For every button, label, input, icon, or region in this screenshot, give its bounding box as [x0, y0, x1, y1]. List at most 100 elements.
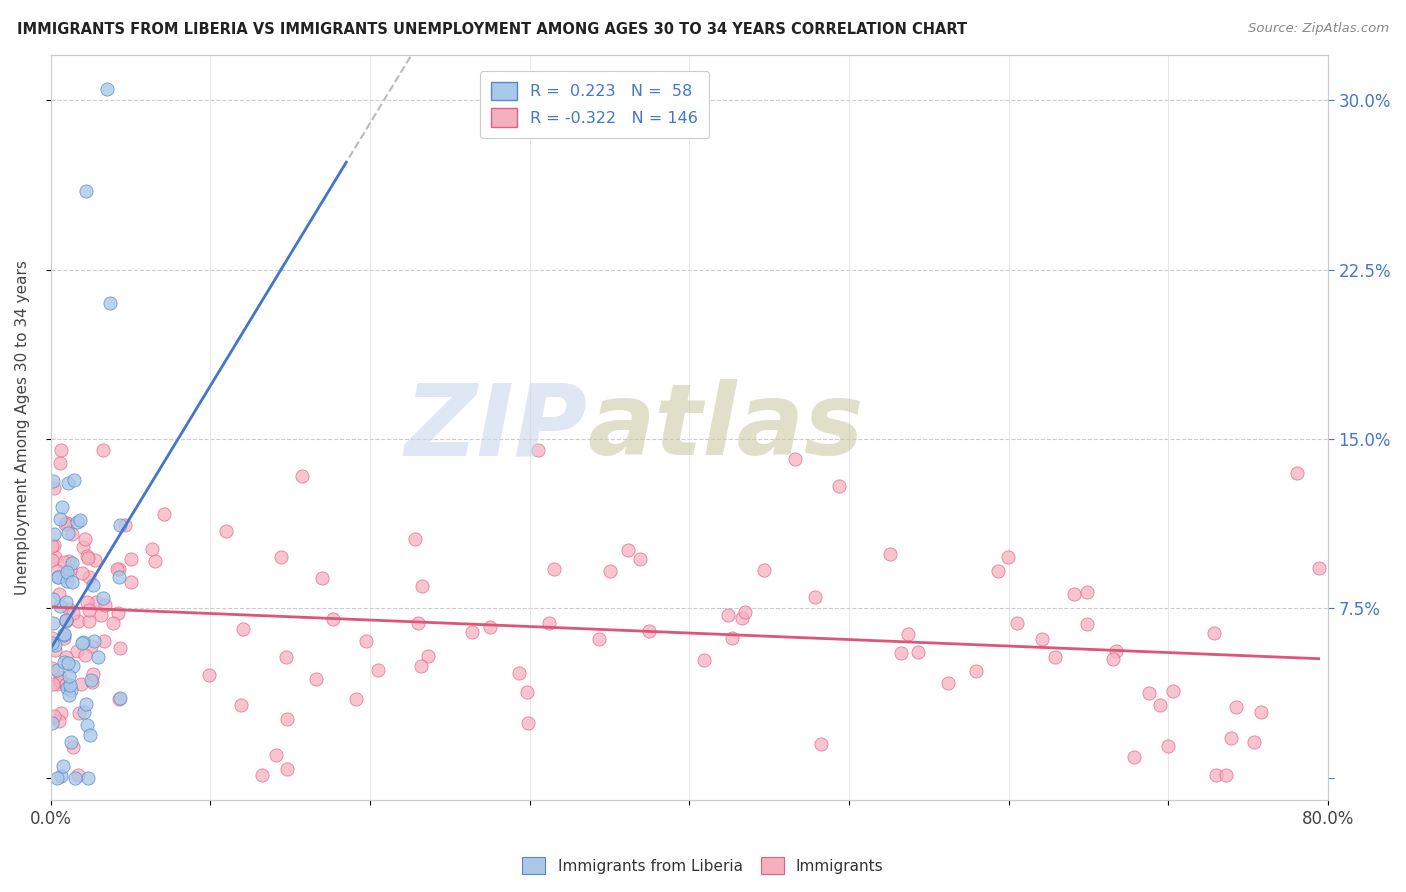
- Point: [215, 524, 238, 539]
- Point: [42, 709, 65, 723]
- Point: [1076, 585, 1098, 599]
- Point: [80, 673, 103, 688]
- Point: [80, 639, 103, 653]
- Point: [311, 571, 333, 585]
- Point: [101, 615, 124, 630]
- Point: [93, 634, 115, 648]
- Point: [1205, 768, 1227, 782]
- Point: [49, 456, 72, 470]
- Point: [58, 689, 80, 703]
- Point: [96, 82, 118, 96]
- Point: [120, 574, 142, 589]
- Point: [58, 563, 80, 577]
- Point: [56, 681, 79, 695]
- Point: [153, 507, 176, 521]
- Point: [305, 672, 328, 686]
- Point: [965, 664, 987, 678]
- Point: [936, 676, 959, 690]
- Point: [41, 661, 63, 675]
- Point: [65, 643, 87, 657]
- Point: [543, 562, 565, 576]
- Point: [810, 737, 832, 751]
- Point: [41, 715, 63, 730]
- Point: [48, 714, 70, 729]
- Point: [66, 768, 89, 782]
- Point: [803, 590, 825, 604]
- Point: [90, 607, 112, 622]
- Point: [60, 556, 83, 570]
- Point: [59, 678, 82, 692]
- Point: [58, 554, 80, 568]
- Point: [48, 670, 70, 684]
- Point: [83, 634, 105, 648]
- Point: [98, 296, 121, 310]
- Point: [41, 636, 63, 650]
- Point: [1031, 632, 1053, 647]
- Point: [907, 645, 929, 659]
- Point: [1149, 698, 1171, 712]
- Point: [44, 549, 66, 564]
- Point: [53, 516, 76, 531]
- Point: [67, 706, 90, 720]
- Point: [41, 631, 63, 645]
- Point: [76, 718, 98, 732]
- Point: [60, 575, 83, 590]
- Point: [49, 512, 72, 526]
- Point: [62, 473, 84, 487]
- Point: [46, 570, 69, 584]
- Point: [1076, 617, 1098, 632]
- Point: [51, 443, 73, 458]
- Point: [1101, 652, 1123, 666]
- Point: [1063, 586, 1085, 600]
- Point: [461, 625, 484, 640]
- Point: [53, 627, 76, 641]
- Point: [46, 663, 69, 677]
- Point: [45, 771, 67, 785]
- Point: [75, 532, 97, 546]
- Point: [55, 595, 77, 609]
- Point: [70, 636, 93, 650]
- Point: [58, 602, 80, 616]
- Point: [55, 574, 77, 589]
- Point: [42, 592, 65, 607]
- Point: [367, 663, 389, 677]
- Point: [77, 602, 100, 616]
- Point: [76, 549, 98, 564]
- Point: [110, 640, 132, 655]
- Point: [65, 771, 87, 785]
- Point: [108, 692, 131, 706]
- Point: [52, 570, 75, 584]
- Point: [76, 771, 98, 785]
- Point: [276, 762, 298, 776]
- Point: [270, 550, 292, 565]
- Point: [84, 553, 107, 567]
- Point: [1308, 561, 1330, 575]
- Text: IMMIGRANTS FROM LIBERIA VS IMMIGRANTS UNEMPLOYMENT AMONG AGES 30 TO 34 YEARS COR: IMMIGRANTS FROM LIBERIA VS IMMIGRANTS UN…: [17, 22, 967, 37]
- Text: atlas: atlas: [588, 379, 863, 476]
- Point: [274, 649, 297, 664]
- Point: [1157, 739, 1180, 754]
- Point: [46, 565, 69, 579]
- Point: [49, 706, 72, 721]
- Point: [79, 614, 101, 628]
- Point: [70, 677, 93, 691]
- Point: [828, 478, 851, 492]
- Point: [53, 567, 76, 582]
- Point: [516, 685, 538, 699]
- Point: [48, 674, 70, 689]
- Point: [41, 677, 63, 691]
- Point: [55, 614, 77, 628]
- Point: [49, 599, 72, 613]
- Point: [143, 554, 166, 568]
- Point: [62, 739, 84, 754]
- Point: [114, 518, 136, 533]
- Point: [264, 748, 287, 763]
- Point: [197, 668, 219, 682]
- Point: [1220, 731, 1243, 746]
- Point: [108, 691, 131, 706]
- Point: [77, 551, 100, 566]
- Point: [42, 527, 65, 541]
- Point: [60, 527, 83, 541]
- Point: [55, 676, 77, 690]
- Point: [617, 543, 640, 558]
